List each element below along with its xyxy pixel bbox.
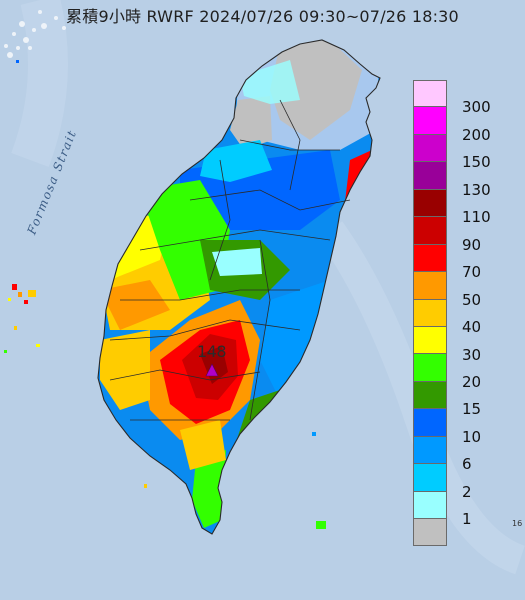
- legend-swatch: [413, 272, 447, 300]
- legend-label: 2: [462, 482, 472, 501]
- legend-label: 110: [462, 208, 491, 227]
- max-rainfall-marker: [205, 363, 219, 377]
- legend-swatch: [413, 326, 447, 355]
- offshore-echoes: [4, 60, 326, 529]
- legend-label: 1: [462, 510, 472, 529]
- rainfall-legend: [413, 80, 447, 547]
- map-title: 累積9小時 RWRF 2024/07/26 09:30~07/26 18:30: [66, 7, 459, 26]
- legend-swatch: [413, 162, 447, 190]
- legend-label: 150: [462, 153, 491, 172]
- legend-swatch: [413, 80, 447, 108]
- max-value-label: 148: [197, 342, 227, 361]
- legend-swatch: [413, 299, 447, 327]
- legend-label: 10: [462, 427, 482, 446]
- legend-label: 200: [462, 125, 491, 144]
- legend-swatch: [413, 107, 447, 135]
- legend-swatch: [413, 354, 447, 382]
- legend-swatch: [413, 409, 447, 437]
- legend-swatch: [413, 189, 447, 218]
- legend-swatch: [413, 464, 447, 492]
- legend-label: 70: [462, 263, 482, 282]
- legend-swatch: [413, 381, 447, 410]
- legend-label: 130: [462, 180, 491, 199]
- edge-text: 16: [512, 519, 523, 528]
- legend-swatch: [413, 244, 447, 273]
- legend-swatch: [413, 491, 447, 519]
- legend-label: 90: [462, 235, 482, 254]
- legend-label: 300: [462, 98, 491, 117]
- legend-label: 40: [462, 318, 482, 337]
- legend-swatch: [413, 519, 447, 547]
- county-boundaries: [97, 39, 381, 535]
- legend-swatch: [413, 436, 447, 465]
- legend-label: 6: [462, 455, 472, 474]
- legend-swatch: [413, 134, 447, 163]
- legend-label: 50: [462, 290, 482, 309]
- cloud-speckles: [4, 10, 66, 58]
- legend-label: 30: [462, 345, 482, 364]
- legend-swatch: [413, 217, 447, 245]
- legend-label: 15: [462, 400, 482, 419]
- legend-label: 20: [462, 372, 482, 391]
